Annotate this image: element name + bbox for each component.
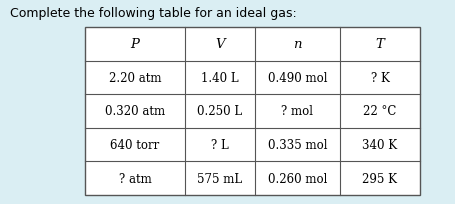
Text: ? K: ? K xyxy=(370,72,389,84)
Text: 0.490 mol: 0.490 mol xyxy=(267,72,327,84)
Text: ? L: ? L xyxy=(211,139,228,151)
Text: 640 torr: 640 torr xyxy=(110,139,159,151)
Text: 0.260 mol: 0.260 mol xyxy=(267,172,327,185)
Text: V: V xyxy=(215,38,224,51)
Text: P: P xyxy=(130,38,139,51)
Text: 1.40 L: 1.40 L xyxy=(201,72,238,84)
Text: 340 K: 340 K xyxy=(362,139,397,151)
Text: 2.20 atm: 2.20 atm xyxy=(108,72,161,84)
Text: 0.250 L: 0.250 L xyxy=(197,105,242,118)
Text: 22 °C: 22 °C xyxy=(363,105,396,118)
Text: ? mol: ? mol xyxy=(281,105,313,118)
Text: 295 K: 295 K xyxy=(362,172,397,185)
Text: 575 mL: 575 mL xyxy=(197,172,242,185)
Text: n: n xyxy=(293,38,301,51)
Text: 0.320 atm: 0.320 atm xyxy=(105,105,165,118)
Text: T: T xyxy=(375,38,384,51)
Text: 0.335 mol: 0.335 mol xyxy=(267,139,327,151)
Text: Complete the following table for an ideal gas:: Complete the following table for an idea… xyxy=(10,8,296,20)
Text: ? atm: ? atm xyxy=(118,172,151,185)
